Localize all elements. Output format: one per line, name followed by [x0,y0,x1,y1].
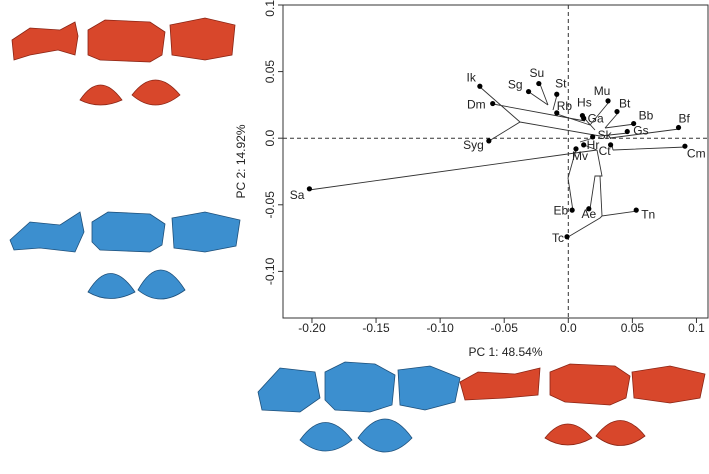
point [490,100,496,107]
point [306,186,313,192]
x-tick-label: 0.05 [621,321,645,335]
point-label: Ga [588,111,604,125]
point-label: Dm [467,98,486,112]
point [624,128,630,135]
y-axis-label: PC 2: 14.92% [234,124,248,198]
x-tick-label: -0.15 [362,321,390,335]
x-tick-label: -0.05 [491,321,519,335]
point [581,142,587,148]
x-axis-label: PC 1: 48.54% [468,345,542,359]
point-label: Tn [641,207,655,221]
x-tick-label: 0.0 [560,321,577,335]
tree-branches [308,83,687,238]
point-label: Sg [508,78,523,92]
point-label: Su [529,66,544,80]
x-tick-label: -0.10 [426,321,454,335]
point [633,207,639,213]
point [573,146,579,152]
point [525,88,532,95]
point [590,134,596,140]
blue-vertebrae-bottom [257,361,461,453]
point [486,138,492,144]
point [631,120,637,127]
y-tick-label: 0.0 [263,130,277,147]
point [569,207,575,213]
orange-vertebrae-top-left [11,17,236,106]
point [675,124,682,131]
y-tick-label: 0.10 [263,0,277,17]
point [614,108,620,115]
x-tick-label: 0.1 [688,321,705,335]
point-label: Bb [639,109,654,123]
point-label: Bf [679,112,691,126]
point-label: Bt [619,97,631,111]
point-label: Hs [577,96,592,110]
point [581,115,587,121]
y-tick-label: -0.10 [263,257,277,285]
point-label: Gs [633,124,648,138]
point-label: Hr [587,138,600,152]
point [554,91,560,97]
point-label: Rb [557,99,573,113]
blue-vertebrae-left [9,211,241,300]
point-label: Sa [290,188,305,202]
point-label: Sk [598,128,613,142]
orange-vertebrae-bottom [459,363,706,446]
point-label: Mv [572,149,588,163]
point [554,110,560,116]
point [605,98,611,104]
point-label: Cm [687,146,706,160]
plot-frame [282,4,709,319]
point-label: Ik [467,70,477,84]
y-tick-label: -0.05 [263,191,277,219]
point [536,80,542,87]
point [607,142,614,148]
point-label: Ae [581,207,596,221]
point-label: Mu [594,84,611,98]
point [564,234,570,240]
point-label: Ct [599,144,612,158]
point-label: Eb [553,203,568,217]
point [586,206,592,212]
y-tick-label: 0.05 [263,60,277,84]
point-label: Tc [552,231,564,245]
x-tick-label: -0.20 [298,321,326,335]
point [682,143,688,149]
point-label: St [555,76,567,90]
point [477,83,483,89]
point-label: Syg [463,138,484,152]
